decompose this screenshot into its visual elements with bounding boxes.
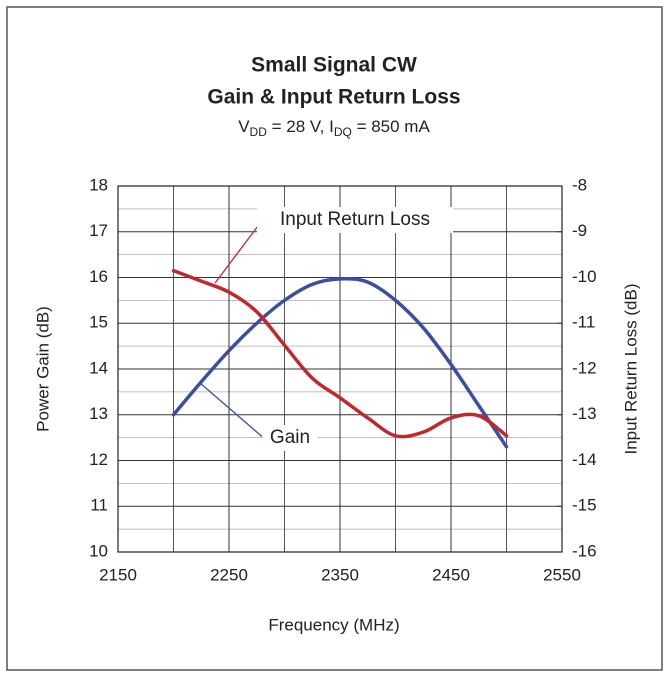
chart-title: Small Signal CW <box>251 54 417 77</box>
subscript: DD <box>250 125 268 139</box>
frame <box>6 6 663 671</box>
leader-line <box>199 382 267 441</box>
y2-tick-label: -16 <box>572 541 597 560</box>
subscript: DQ <box>334 125 352 139</box>
x-tick-label: 2150 <box>99 565 137 584</box>
y-tick-label: 11 <box>90 496 108 515</box>
series-label: Gain <box>270 427 310 448</box>
y-tick-label: 16 <box>89 267 108 286</box>
chart-title: Gain & Input Return Loss <box>207 86 460 109</box>
x-tick-label: 2350 <box>321 565 359 584</box>
y-tick-label: 18 <box>89 175 108 194</box>
subtitle-part: V <box>238 117 250 136</box>
plot-border <box>117 185 563 553</box>
y-tick-label: 14 <box>89 358 108 377</box>
y2-tick-label: -14 <box>572 450 597 469</box>
label-bg <box>262 425 318 451</box>
y-tick-label: 17 <box>89 221 108 240</box>
subtitle-part: = 28 V, I <box>267 117 334 136</box>
y2-tick-label: -8 <box>572 175 587 194</box>
series-label: Input Return Loss <box>280 209 430 230</box>
y2-tick-label: -12 <box>572 358 597 377</box>
x-tick-label: 2250 <box>210 565 248 584</box>
series-line <box>171 276 509 449</box>
y-tick-label: 13 <box>89 404 108 423</box>
chart-subtitle: VDD = 28 V, IDQ = 850 mA <box>238 117 430 139</box>
y2-tick-label: -10 <box>572 267 597 286</box>
leader-line <box>214 221 262 284</box>
x-tick-label: 2450 <box>432 565 470 584</box>
y2-tick-label: -15 <box>572 496 597 515</box>
subtitle-part: = 850 mA <box>352 117 431 136</box>
y2-axis-label: Input Return Loss (dB) <box>621 283 640 454</box>
y-tick-label: 12 <box>89 450 108 469</box>
x-axis-label: Frequency (MHz) <box>268 615 399 634</box>
y2-tick-label: -11 <box>572 313 595 332</box>
y2-tick-label: -9 <box>572 221 587 240</box>
label-bg <box>257 207 453 233</box>
series-line <box>171 268 509 439</box>
y2-tick-label: -13 <box>572 404 597 423</box>
y-axis-label: Power Gain (dB) <box>33 306 52 432</box>
y-tick-label: 10 <box>89 541 108 560</box>
x-tick-label: 2550 <box>543 565 581 584</box>
y-tick-label: 15 <box>89 313 108 332</box>
